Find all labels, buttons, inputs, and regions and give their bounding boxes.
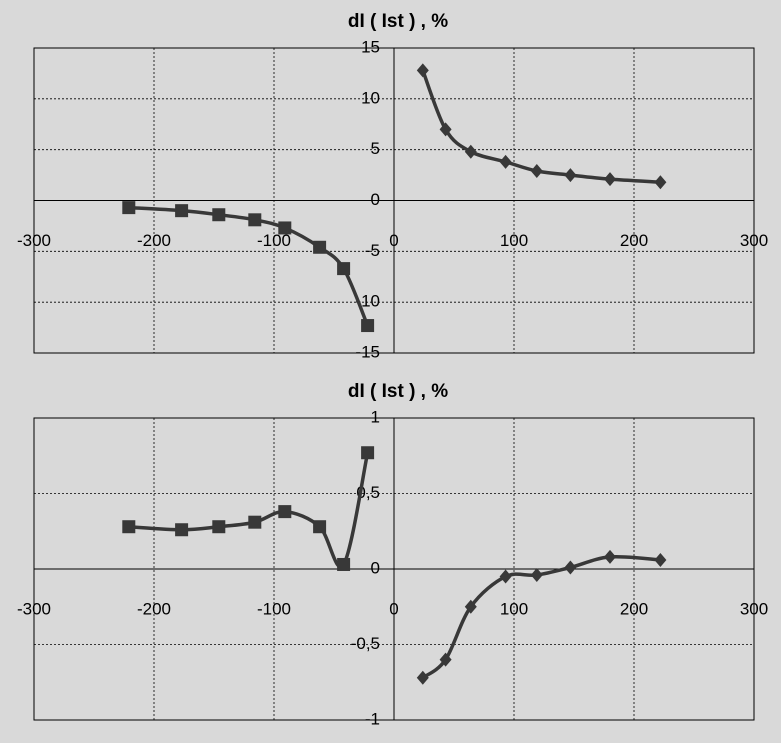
marker <box>439 652 452 667</box>
x-tick-label: 100 <box>500 599 528 618</box>
marker <box>278 505 292 519</box>
marker <box>337 557 351 571</box>
y-tick-label: 10 <box>361 88 380 107</box>
y-tick-label: 1 <box>371 407 380 426</box>
marker <box>313 240 327 254</box>
y-tick-label: -15 <box>355 342 380 361</box>
y-tick-label: -1 <box>365 709 380 728</box>
marker <box>530 568 543 583</box>
series-line <box>128 205 370 327</box>
marker <box>337 262 351 276</box>
marker <box>122 520 136 534</box>
y-tick-label: -5 <box>365 241 380 260</box>
y-tick-label: -0,5 <box>351 634 380 653</box>
marker <box>416 63 429 78</box>
x-tick-label: 300 <box>740 231 768 250</box>
x-tick-label: -100 <box>257 599 291 618</box>
series-line <box>128 452 370 569</box>
marker <box>564 168 577 183</box>
marker <box>248 213 262 227</box>
marker <box>564 560 577 575</box>
x-tick-label: -300 <box>17 599 51 618</box>
marker <box>175 204 189 218</box>
y-tick-label: 15 <box>361 37 380 56</box>
x-tick-label: -200 <box>137 599 171 618</box>
marker <box>439 122 452 137</box>
marker <box>416 670 429 685</box>
series-line <box>421 69 661 184</box>
marker <box>278 221 292 235</box>
x-tick-label: -100 <box>257 231 291 250</box>
marker <box>122 201 136 215</box>
x-tick-label: -200 <box>137 231 171 250</box>
y-tick-label: 5 <box>371 139 380 158</box>
marker <box>499 154 512 169</box>
x-tick-label: 200 <box>620 231 648 250</box>
x-tick-label: 300 <box>740 599 768 618</box>
marker <box>654 175 667 190</box>
y-tick-label: 0 <box>371 558 380 577</box>
marker <box>248 515 262 529</box>
chart-title: dI ( Ist ) , % <box>348 381 448 402</box>
marker <box>499 569 512 584</box>
marker <box>361 446 375 460</box>
marker <box>464 599 477 614</box>
chart-title: dI ( Ist ) , % <box>348 11 448 32</box>
x-tick-label: -300 <box>17 231 51 250</box>
marker <box>313 520 327 534</box>
marker <box>212 208 226 222</box>
marker <box>530 164 543 179</box>
marker <box>212 520 226 534</box>
marker <box>604 549 616 564</box>
marker <box>654 552 667 567</box>
x-tick-label: 200 <box>620 599 648 618</box>
y-tick-label: 0 <box>371 190 380 209</box>
marker <box>464 144 477 159</box>
x-tick-label: 100 <box>500 231 528 250</box>
marker <box>604 172 616 187</box>
marker <box>361 319 375 333</box>
marker <box>175 523 189 537</box>
